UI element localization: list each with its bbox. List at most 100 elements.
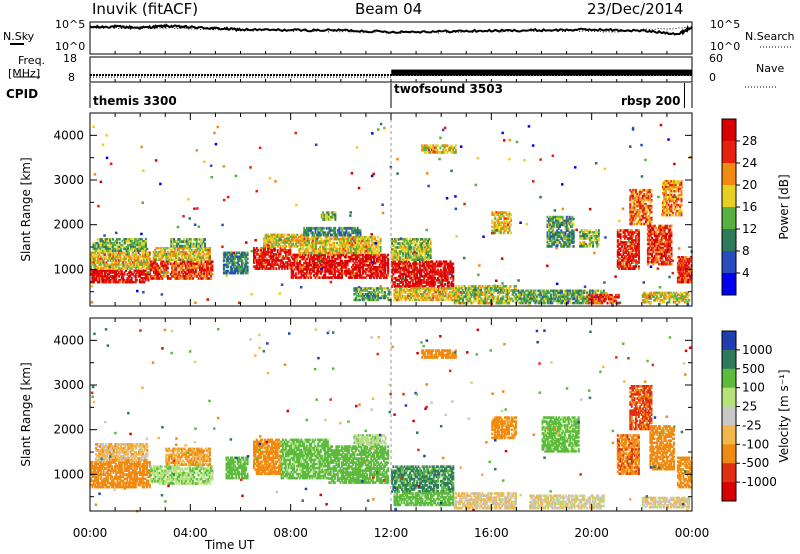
heat-cell — [327, 261, 329, 265]
heat-cell — [194, 262, 197, 266]
heat-cell — [283, 233, 286, 237]
heat-cell — [209, 252, 211, 256]
heat-cell — [96, 245, 99, 249]
heat-cell — [299, 255, 302, 259]
heat-cell — [190, 258, 193, 261]
heat-cell — [268, 237, 271, 240]
heat-cell — [313, 259, 315, 263]
heat-region-12 — [303, 226, 362, 237]
heat-cell — [179, 268, 182, 272]
heat-cell — [200, 254, 203, 258]
heat-cell — [338, 243, 341, 247]
heat-cell — [356, 266, 359, 269]
heat-cell — [112, 255, 115, 259]
heat-cell — [147, 251, 150, 255]
heat-cell — [345, 251, 348, 255]
heat-cell — [349, 276, 352, 279]
heat-cell — [182, 260, 185, 264]
heat-cell — [203, 247, 206, 250]
heat-cell — [238, 251, 241, 255]
heat-cell — [155, 254, 158, 258]
heat-cell — [272, 253, 275, 256]
heat-cell — [106, 263, 109, 266]
heat-cell — [300, 233, 303, 237]
heat-cell — [280, 265, 283, 268]
heat-cell — [269, 263, 272, 266]
heat-cell — [340, 243, 343, 247]
heat-cell — [97, 265, 99, 268]
heat-cell — [157, 264, 160, 268]
heat-cell — [359, 274, 362, 277]
heat-cell — [183, 247, 186, 250]
heat-cell — [321, 264, 324, 267]
heat-cell — [382, 276, 385, 279]
heat-cell — [245, 263, 248, 267]
heat-cell — [265, 251, 268, 254]
heat-cell — [120, 261, 123, 264]
heat-cell — [374, 270, 377, 273]
heat-cell — [339, 253, 342, 257]
heat-cell — [154, 266, 157, 270]
heat-cell — [384, 268, 387, 271]
heat-cell — [348, 259, 350, 263]
heat-cell — [159, 248, 162, 252]
heat-cell — [122, 253, 125, 257]
heat-cell — [172, 258, 175, 261]
heat-cell — [102, 269, 105, 272]
heat-cell — [239, 255, 242, 259]
heat-cell — [137, 273, 140, 276]
heat-cell — [364, 235, 367, 239]
heat-cell — [203, 252, 206, 256]
heat-cell — [246, 257, 249, 261]
heat-cell — [196, 262, 199, 266]
heat-cell — [304, 231, 307, 235]
heat-cell — [112, 269, 115, 272]
heat-cell — [192, 238, 195, 241]
heat-cell — [381, 255, 384, 259]
heat-cell — [377, 274, 380, 277]
heat-cell — [255, 247, 258, 250]
heat-cell — [122, 265, 125, 268]
heat-cell — [185, 272, 187, 276]
heat-cell — [150, 264, 153, 268]
heat-cell — [108, 251, 111, 255]
heat-cell — [324, 255, 327, 259]
heat-cell — [171, 250, 173, 254]
heat-cell — [203, 258, 206, 261]
heat-cell — [345, 245, 348, 249]
heat-cell — [129, 265, 132, 268]
heat-cell — [242, 269, 245, 273]
heat-cell — [345, 237, 348, 241]
heat-cell — [210, 260, 213, 264]
heat-cell — [350, 247, 353, 251]
heat-cell — [190, 266, 193, 270]
heat-cell — [378, 251, 381, 255]
heat-cell — [143, 249, 146, 253]
heat-cell — [350, 253, 353, 257]
heat-cell — [144, 245, 147, 249]
heat-cell — [261, 255, 264, 258]
heat-cell — [92, 269, 95, 272]
heat-cell — [363, 270, 366, 273]
heat-cell — [331, 255, 334, 259]
heat-cell — [279, 253, 282, 256]
heat-cell — [162, 260, 165, 264]
heat-cell — [380, 253, 383, 257]
heat-cell — [116, 241, 118, 245]
heat-cell — [307, 226, 310, 230]
heat-cell — [260, 263, 262, 266]
heat-cell — [262, 255, 265, 258]
heat-cell — [310, 226, 313, 230]
heat-cell — [352, 274, 355, 277]
heat-cell — [371, 272, 374, 275]
heat-cell — [123, 255, 126, 259]
heat-cell — [152, 252, 155, 256]
heat-cell — [429, 256, 432, 259]
heat-cell — [348, 272, 350, 275]
heat-cell — [190, 277, 193, 280]
heat-cell — [203, 264, 206, 268]
heat-cell — [303, 272, 306, 275]
heat-cell — [347, 241, 350, 245]
heat-cell — [141, 280, 144, 284]
